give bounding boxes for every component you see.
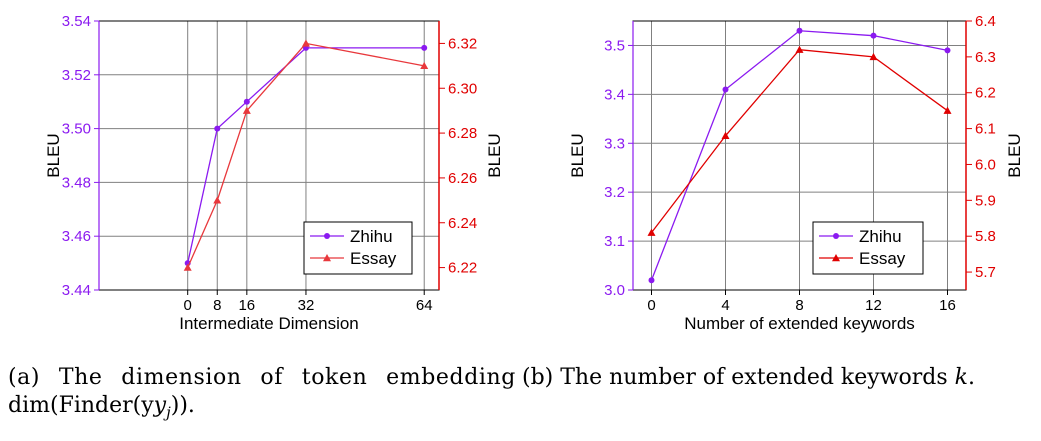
caption-a-line2: dim(Finder(y: [8, 393, 154, 418]
b-point-essay-0: [647, 228, 656, 236]
b-legend-label-essay: Essay: [859, 249, 906, 268]
b-x-tick-label-1: 4: [721, 297, 729, 314]
chart-a-y-axis-label-right: BLEU: [485, 133, 504, 177]
a-y-left-tick-label-1: 3.46: [62, 228, 91, 245]
chart-a-series: [183, 39, 429, 271]
b-legend-marker-essay: [832, 254, 840, 262]
b-legend-marker-zhihu: [833, 233, 839, 239]
b-y-left-tick-label-5: 3.5: [604, 37, 625, 54]
a-x-tick-label-1: 8: [213, 297, 221, 314]
b-point-zhihu-1: [722, 86, 729, 93]
b-point-zhihu-2: [796, 27, 803, 34]
caption-a-line2-wrap: dim(Finder(yyj)).: [8, 392, 516, 426]
a-point-zhihu-1: [214, 125, 221, 132]
a-legend-box: [303, 221, 413, 275]
b-y-left-tick-label-4: 3.4: [604, 86, 625, 103]
b-x-tick-label-2: 8: [795, 297, 803, 314]
caption-a-line1: (a) The dimension of token embedding: [8, 365, 516, 390]
chart-a-ticks: 0 8 16 32 64 3.44 3.46 3.48 3.50 3.52 3.54 6.22 6.24…: [62, 13, 477, 314]
a-y-right-tick-label-2: 6.26: [448, 170, 477, 187]
chart-b-legend: Zhihu Essay: [812, 221, 924, 275]
a-y-right-tick-label-5: 6.32: [448, 35, 477, 52]
b-point-zhihu-4: [944, 47, 951, 54]
a-point-essay-0: [183, 263, 192, 271]
chart-b-x-axis-label: Number of extended keywords: [684, 314, 915, 333]
b-legend-label-zhihu: Zhihu: [859, 227, 902, 246]
b-y-left-tick-label-2: 3.2: [604, 184, 625, 201]
b-y-right-tick-label-0: 5.7: [975, 264, 996, 281]
b-y-right-tick-label-6: 6.3: [975, 49, 996, 66]
a-y-left-tick-label-4: 3.52: [62, 67, 91, 84]
a-x-tick-label-3: 32: [298, 297, 315, 314]
chart-a-x-axis-label: Intermediate Dimension: [179, 314, 359, 333]
a-y-left-tick-label-2: 3.48: [62, 174, 91, 191]
caption-a-subscript: y: [153, 393, 167, 418]
a-x-tick-label-4: 64: [416, 297, 433, 314]
b-y-right-tick-label-1: 5.8: [975, 228, 996, 245]
chart-a-legend: Zhihu Essay: [303, 221, 413, 275]
b-x-tick-label-0: 0: [647, 297, 655, 314]
chart-a-grid: [99, 21, 439, 290]
caption-a: (a) The dimension of token embedding dim…: [8, 364, 516, 426]
b-y-left-tick-label-1: 3.1: [604, 233, 625, 250]
caption-b-k: k: [954, 365, 969, 390]
a-y-right-tick-label-1: 6.24: [448, 215, 477, 232]
a-point-zhihu-4: [421, 44, 428, 51]
a-y-left-tick-label-3: 3.50: [62, 121, 91, 138]
a-point-essay-3: [301, 39, 310, 47]
b-point-essay-3: [869, 52, 878, 61]
b-y-left-tick-label-0: 3.0: [604, 282, 625, 299]
b-point-zhihu-0: [648, 277, 655, 284]
chart-b-y-axis-label-left: BLEU: [568, 133, 587, 177]
chart-b-series: [647, 27, 952, 284]
chart-a: 0 8 16 32 64 3.44 3.46 3.48 3.50 3.52 3.54 6.22 6.24…: [44, 13, 504, 333]
b-y-right-tick-label-4: 6.1: [975, 121, 996, 138]
a-legend-marker-zhihu: [324, 233, 330, 239]
chart-b-y-axis-label-right: BLEU: [1005, 133, 1024, 177]
a-point-essay-2: [242, 106, 251, 114]
a-y-right-tick-label-3: 6.28: [448, 125, 477, 142]
a-point-zhihu-2: [243, 98, 250, 105]
a-point-essay-1: [213, 196, 222, 204]
a-legend-label-essay: Essay: [350, 249, 397, 268]
b-x-tick-label-3: 12: [865, 297, 882, 314]
caption-a-subscript-j: j: [166, 403, 171, 422]
a-y-left-tick-label-0: 3.44: [62, 282, 91, 299]
caption-b-text: (b) The number of extended keywords k.: [522, 365, 976, 390]
a-legend-marker-essay: [323, 254, 331, 262]
a-point-essay-4: [420, 61, 429, 70]
a-x-tick-label-2: 16: [238, 297, 255, 314]
b-y-right-tick-label-3: 6.0: [975, 156, 996, 173]
chart-b-ticks: 0 4 8 12 16 3.0 3.1 3.2 3.3 3.4 3.5 5.7 5.8 5.9 6.0 6.1…: [604, 13, 996, 314]
chart-a-y-axis-label-left: BLEU: [44, 133, 63, 177]
b-y-right-tick-label-2: 5.9: [975, 192, 996, 209]
b-y-left-tick-label-3: 3.3: [604, 135, 625, 152]
caption-a-closing: )).: [170, 393, 195, 418]
a-legend-label-zhihu: Zhihu: [350, 227, 393, 246]
a-x-tick-label-0: 0: [184, 297, 192, 314]
b-legend-box: [812, 221, 924, 275]
b-point-zhihu-3: [870, 32, 877, 39]
caption-b: (b) The number of extended keywords k.: [522, 364, 1037, 392]
b-point-essay-2: [795, 45, 804, 53]
a-y-left-tick-label-5: 3.54: [62, 13, 91, 30]
b-point-essay-4: [943, 106, 952, 114]
a-y-right-tick-label-4: 6.30: [448, 80, 477, 97]
b-x-tick-label-4: 16: [939, 297, 956, 314]
chart-b: 0 4 8 12 16 3.0 3.1 3.2 3.3 3.4 3.5 5.7 5.8 5.9 6.0 6.1…: [568, 13, 1024, 333]
a-y-right-tick-label-0: 6.22: [448, 260, 477, 277]
b-point-essay-1: [721, 131, 730, 139]
b-y-right-tick-label-5: 6.2: [975, 85, 996, 102]
b-y-right-tick-label-7: 6.4: [975, 13, 996, 30]
